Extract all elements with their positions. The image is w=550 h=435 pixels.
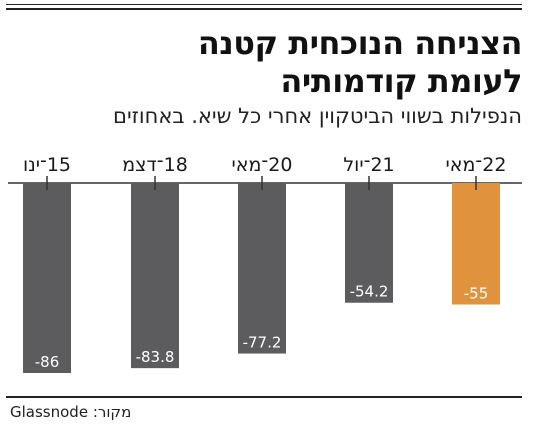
- bar-0: [23, 183, 71, 373]
- x-tick-label-0: 15־ינו: [23, 154, 71, 176]
- x-tick-label-2: 20־מאי: [232, 154, 293, 176]
- data-label-3: -54.2: [350, 283, 389, 301]
- source-note: Glassnode :מקור: [10, 403, 132, 421]
- bar-2: [238, 183, 286, 354]
- chart-title-line-1: הצניחה הנוכחית קטנה: [197, 24, 523, 62]
- bar-1: [131, 183, 179, 369]
- bar-chart: 15־ינו -86 18־דצמ -83.8 20־מאי -77.2 21־יול -54…: [8, 154, 522, 373]
- top-rule-thick: [6, 8, 522, 10]
- data-label-2: -77.2: [243, 334, 282, 352]
- data-label-0: -86: [35, 353, 60, 371]
- chart-title-line-2: לעומת קודמותיה: [280, 62, 522, 100]
- bar-4: [452, 183, 500, 305]
- data-label-4: -55: [464, 285, 489, 303]
- data-label-1: -83.8: [136, 348, 175, 366]
- top-rule: [6, 4, 522, 5]
- x-tick-label-3: 21־יול: [343, 154, 394, 176]
- x-tick-label-4: 22־מאי: [446, 154, 507, 176]
- bottom-rule: [6, 396, 522, 398]
- chart-subtitle: הנפילות בשווי הביטקוין אחרי כל שיא. באחו…: [113, 104, 522, 128]
- x-tick-label-1: 18־דצמ: [122, 154, 188, 176]
- bar-3: [345, 183, 393, 303]
